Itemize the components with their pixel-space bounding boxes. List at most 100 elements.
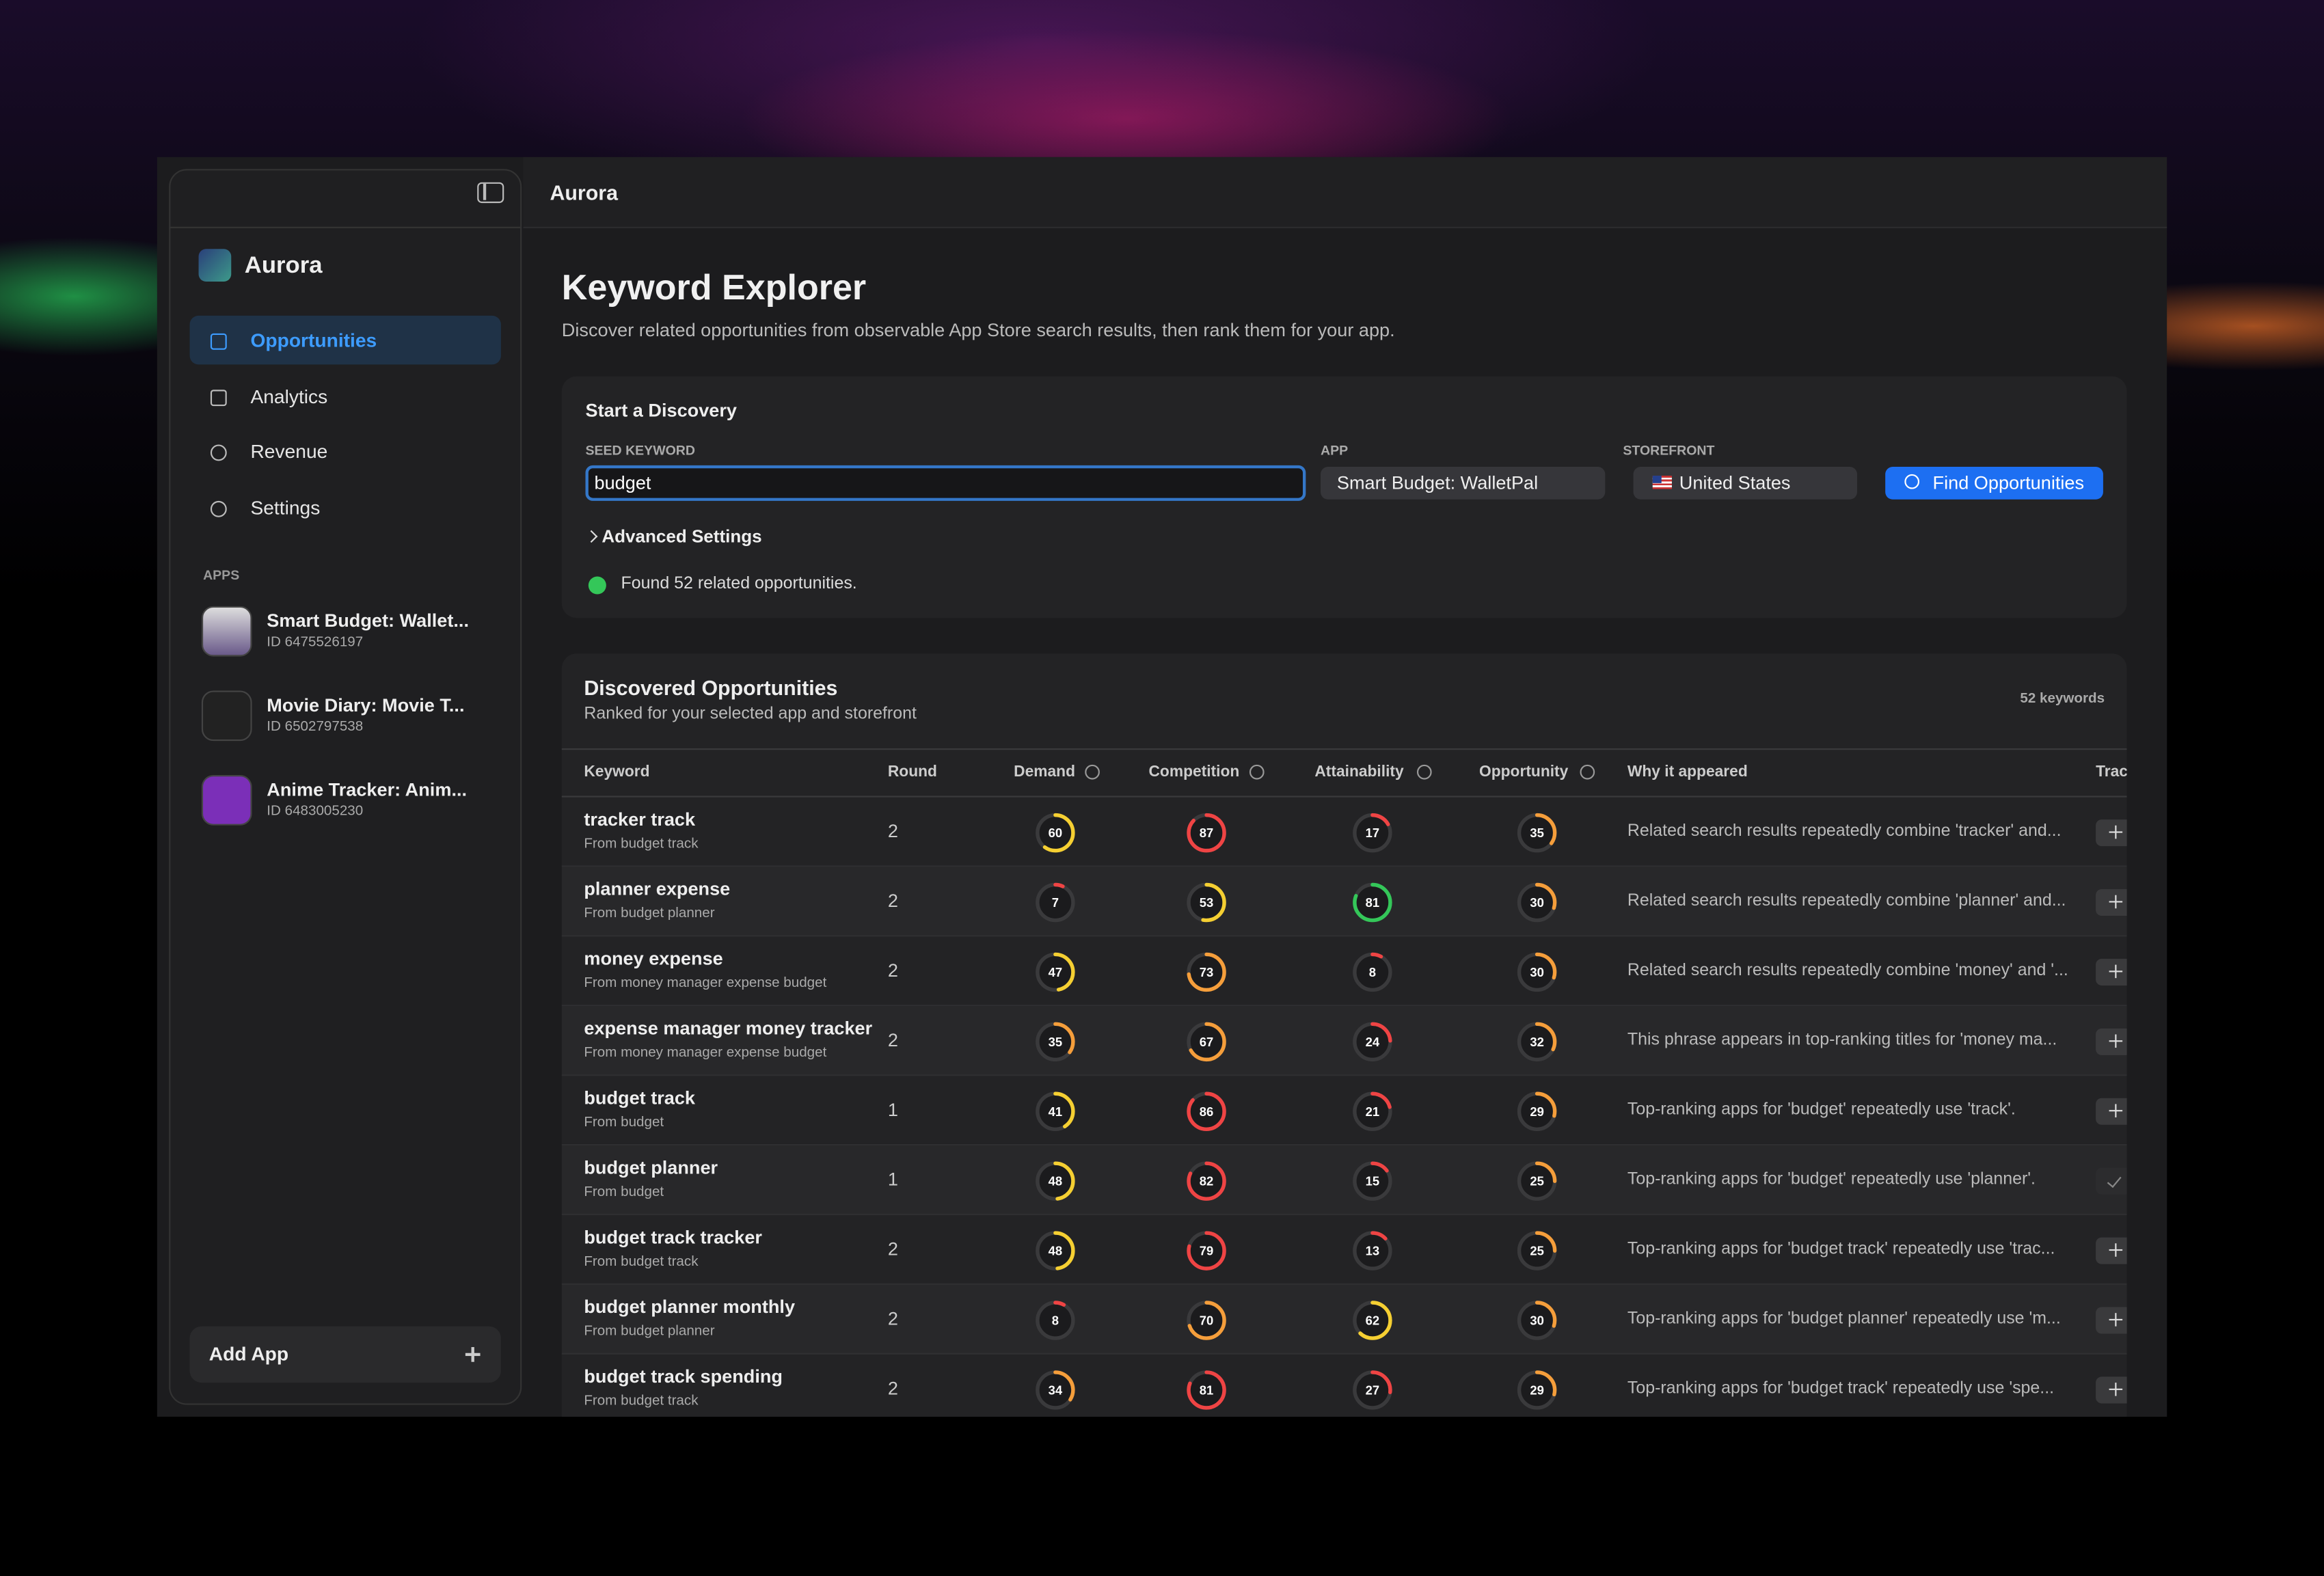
- why-appeared: This phrase appears in top-ranking title…: [1627, 1031, 2057, 1049]
- row-stripe: [561, 1145, 2127, 1216]
- score-value: 41: [1048, 1103, 1063, 1119]
- score-value: 81: [1199, 1382, 1214, 1397]
- plus: [2114, 895, 2117, 909]
- score-arc: [1353, 1160, 1392, 1200]
- score-ring: [1517, 882, 1557, 922]
- app-icon[interactable]: [201, 775, 252, 826]
- plus: [2114, 825, 2117, 839]
- score-value: 8: [1368, 964, 1377, 979]
- toolbar: [523, 157, 2167, 228]
- score-arc: [1353, 1021, 1392, 1061]
- info-icon[interactable]: [1085, 764, 1100, 780]
- score-ring: [1187, 1370, 1226, 1409]
- keyword-source: From money manager expense budget: [584, 975, 827, 992]
- nav-icon: [210, 444, 227, 461]
- score-arc: [1517, 1370, 1557, 1409]
- field-label: SEED KEYWORD: [585, 442, 695, 458]
- keyword-source: From money manager expense budget: [584, 1044, 827, 1061]
- score-value: 30: [1530, 894, 1544, 910]
- keyword: money expense: [584, 948, 723, 970]
- score-value: 29: [1530, 1103, 1544, 1119]
- score-value: 82: [1199, 1173, 1214, 1188]
- round: 2: [887, 1030, 898, 1051]
- score-arc: [1036, 1300, 1075, 1340]
- score-ring: [1353, 1021, 1392, 1061]
- nav-highlight[interactable]: [189, 315, 501, 365]
- score-ring: [1353, 951, 1392, 992]
- find-button[interactable]: [1885, 467, 2103, 500]
- table-rule: [561, 796, 2127, 798]
- score-arc: [1187, 1230, 1226, 1270]
- score-ring: [1517, 1160, 1557, 1200]
- score-value: 27: [1365, 1382, 1380, 1397]
- table-rule: [561, 748, 2127, 750]
- score-value: 86: [1199, 1103, 1214, 1119]
- round: 2: [887, 891, 898, 912]
- keyword: budget planner monthly: [584, 1296, 796, 1318]
- column-header: Attainability: [1314, 763, 1404, 781]
- score-value: 67: [1199, 1033, 1214, 1049]
- score-ring: [1036, 812, 1075, 852]
- score-value: 35: [1048, 1033, 1063, 1049]
- score-arc: [1353, 951, 1392, 992]
- score-arc: [1036, 951, 1075, 992]
- app-name: Smart Budget: Wallet...: [267, 610, 469, 631]
- app-value: Smart Budget: WalletPal: [1336, 472, 1539, 493]
- score-ring: [1187, 1300, 1226, 1340]
- row-rule: [561, 1005, 2127, 1007]
- score-value: 30: [1530, 964, 1544, 979]
- nav-icon: [210, 390, 227, 407]
- score-value: 48: [1048, 1173, 1063, 1188]
- add-app-button[interactable]: [189, 1326, 501, 1383]
- brand-name: Aurora: [244, 254, 323, 280]
- row-rule: [561, 1353, 2127, 1355]
- app-icon[interactable]: [201, 606, 252, 657]
- nav-item: Settings: [250, 496, 321, 519]
- seed-value: budget: [594, 472, 651, 493]
- keyword: tracker track: [584, 809, 696, 830]
- plus: [472, 1347, 474, 1362]
- app-icon[interactable]: [201, 690, 252, 742]
- row-stripe: [561, 867, 2127, 937]
- info-icon[interactable]: [1416, 764, 1432, 780]
- score-arc: [1187, 1300, 1226, 1340]
- score-ring: [1187, 1230, 1226, 1270]
- keyword-source: From budget planner: [584, 905, 715, 922]
- plus: [2114, 1104, 2117, 1117]
- button-label: Find Opportunities: [1932, 472, 2085, 493]
- score-arc: [1353, 1300, 1392, 1340]
- plus: [2114, 1313, 2117, 1327]
- score-value: 35: [1530, 824, 1544, 840]
- score-value: 21: [1365, 1103, 1380, 1119]
- card-heading: Start a Discovery: [585, 399, 737, 420]
- app-id: ID 6483005230: [267, 803, 364, 820]
- nav-icon: [210, 500, 227, 517]
- score-arc: [1036, 1021, 1075, 1061]
- status-icon: [588, 576, 606, 595]
- score-arc: [1353, 1230, 1392, 1270]
- app-select[interactable]: [1321, 467, 1606, 500]
- score-ring: [1353, 1230, 1392, 1270]
- seed-input[interactable]: [585, 465, 1306, 501]
- keyword: expense manager money tracker: [584, 1018, 873, 1040]
- sidebar-toggle[interactable]: [477, 182, 504, 204]
- flag-canton: [1652, 476, 1662, 483]
- score-arc: [1036, 1370, 1075, 1409]
- score-arc: [1036, 1160, 1075, 1200]
- score-ring: [1517, 1370, 1557, 1409]
- round: 1: [887, 1169, 898, 1191]
- info-icon[interactable]: [1249, 764, 1265, 780]
- why-appeared: Top-ranking apps for 'budget' repeatedly…: [1627, 1100, 2016, 1119]
- keyword: budget track spending: [584, 1366, 783, 1387]
- score-ring: [1353, 1160, 1392, 1200]
- info-icon[interactable]: [1580, 764, 1595, 780]
- score-arc: [1036, 1230, 1075, 1270]
- nav-item: Revenue: [250, 440, 328, 463]
- score-value: 17: [1365, 824, 1380, 840]
- score-ring: [1036, 882, 1075, 922]
- why-appeared: Top-ranking apps for 'budget track' repe…: [1627, 1378, 2055, 1397]
- keyword: budget planner: [584, 1157, 718, 1178]
- column-header: Keyword: [584, 763, 650, 781]
- column-header: Demand: [1014, 763, 1076, 781]
- why-appeared: Top-ranking apps for 'budget' repeatedly…: [1627, 1170, 2036, 1188]
